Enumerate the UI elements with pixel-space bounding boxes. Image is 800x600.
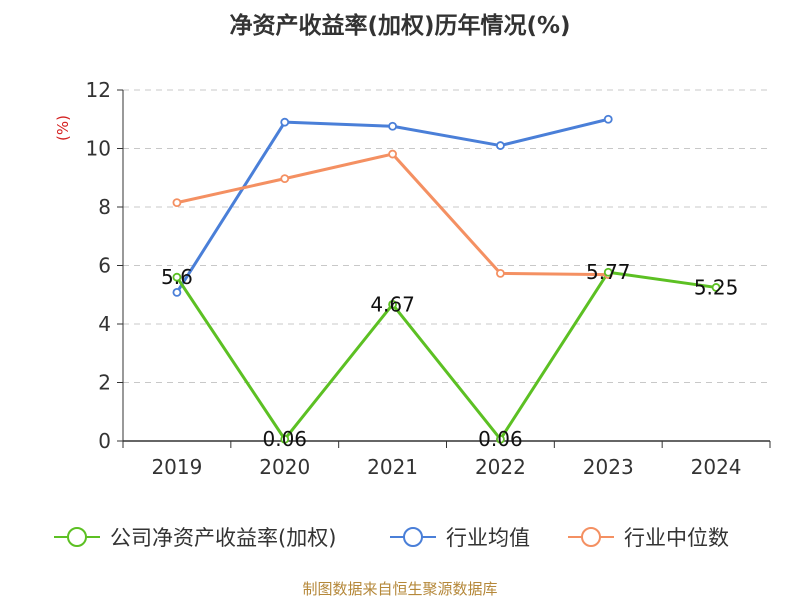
chart-title: 净资产收益率(加权)历年情况(%): [229, 13, 571, 39]
y-tick-label: 0: [98, 429, 111, 453]
data-source-note: 制图数据来自恒生聚源数据库: [302, 580, 498, 598]
legend-label-industry-mean: 行业均值: [446, 526, 530, 550]
data-label: 5.6: [161, 265, 193, 289]
data-point: [280, 174, 290, 184]
data-label: 4.67: [370, 292, 415, 316]
data-point: [172, 272, 182, 282]
data-labels: 5.6 0.06 4.67 0.06 5.77 5.25: [161, 260, 738, 451]
legend-marker-industry-median-icon: [568, 527, 614, 547]
y-tick-label: 12: [86, 78, 111, 102]
x-tick-label: 2020: [259, 455, 310, 479]
legend-item-company[interactable]: 公司净资产收益率(加权): [52, 521, 336, 553]
legend-item-industry-median[interactable]: 行业中位数: [566, 521, 729, 553]
grid-lines: [123, 89, 770, 383]
legend: 公司净资产收益率(加权) 行业均值 行业中位数: [0, 521, 800, 553]
legend-label-company: 公司净资产收益率(加权): [110, 526, 337, 550]
data-point: [496, 434, 505, 444]
data-point: [172, 288, 182, 297]
y-tick-label: 4: [98, 312, 111, 336]
x-tick-label: 2022: [475, 455, 526, 479]
legend-item-industry-mean[interactable]: 行业均值: [388, 521, 530, 553]
series-line: [176, 152, 609, 277]
data-label: 5.25: [694, 275, 739, 299]
data-points: [172, 114, 721, 444]
x-tick-label: 2021: [367, 455, 418, 479]
y-axis-label: (%): [54, 115, 72, 141]
series-lines: [175, 117, 717, 441]
data-label: 0.06: [478, 427, 523, 451]
legend-label-industry-median: 行业中位数: [624, 526, 729, 550]
data-point: [280, 117, 290, 127]
y-tick-label: 10: [86, 137, 111, 161]
x-tick-label: 2024: [691, 455, 742, 479]
legend-marker-company-icon: [54, 527, 100, 547]
data-label: 0.06: [262, 427, 307, 451]
data-point: [172, 198, 182, 208]
data-point: [496, 268, 505, 278]
x-tick-label: 2023: [583, 455, 634, 479]
data-label: 5.77: [586, 260, 631, 284]
data-point: [388, 121, 397, 131]
data-point: [711, 283, 721, 292]
series-line: [175, 117, 609, 294]
series-line: [175, 270, 717, 441]
legend-marker-industry-mean-icon: [390, 527, 436, 547]
data-point: [388, 300, 397, 309]
data-point: [388, 149, 397, 159]
axes: 0 2 4 6 8 10 12 (%) 2019 2020 2021 2022 2023 2024: [54, 78, 771, 479]
data-point: [496, 141, 505, 150]
x-tick-label: 2019: [151, 455, 202, 479]
data-point: [603, 267, 613, 277]
data-point: [280, 434, 290, 444]
data-point: [603, 114, 613, 124]
y-tick-label: 8: [98, 195, 111, 219]
y-tick-label: 6: [98, 254, 111, 278]
y-tick-label: 2: [98, 371, 111, 395]
